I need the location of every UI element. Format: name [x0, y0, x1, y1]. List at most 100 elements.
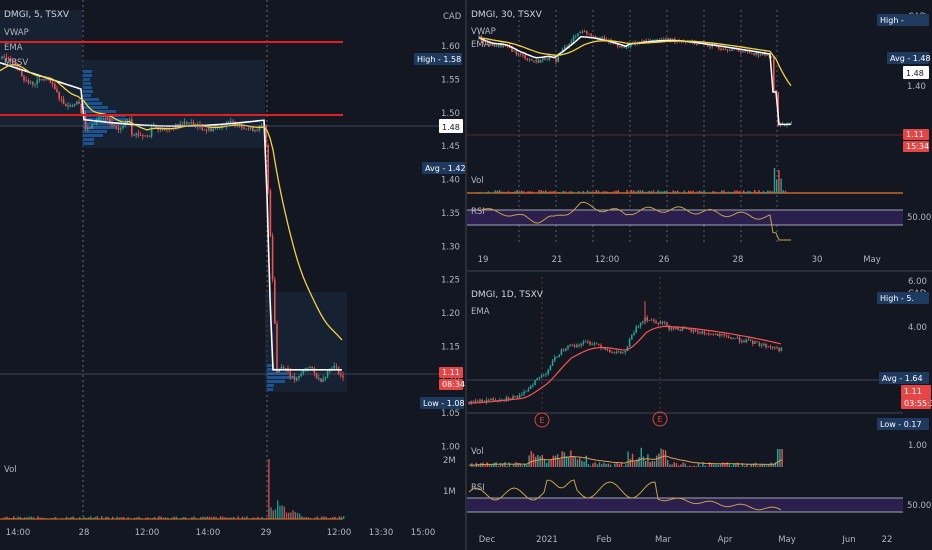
candle-body: [594, 36, 597, 38]
volume-bar: [606, 191, 608, 193]
chart-30min-svg[interactable]: DMGI, 30, TSXV VWAP EMA Vol RSI CAD 1.40…: [467, 0, 932, 270]
panel-divider[interactable]: [467, 270, 932, 272]
price-badge-bg: [439, 367, 463, 378]
candle-body: [534, 380, 536, 386]
price-axis-label: 1.00: [908, 441, 927, 451]
volume-bar: [542, 190, 545, 193]
candle-body: [36, 80, 38, 85]
candle-body: [511, 48, 513, 52]
candle-body: [601, 37, 603, 39]
candle-body: [561, 49, 564, 53]
rsi-label[interactable]: RSI: [471, 207, 485, 217]
volume-bar: [572, 456, 574, 467]
volume-bar: [605, 463, 607, 467]
volume-bar: [608, 192, 611, 193]
volume-label[interactable]: Vol: [4, 465, 17, 475]
volume-bar: [656, 455, 658, 467]
profile-bar: [83, 74, 92, 77]
candle-body: [757, 52, 760, 56]
candle-body: [621, 45, 623, 48]
volume-bar: [520, 190, 523, 193]
candle-body: [628, 339, 631, 347]
indicator-label-vwap[interactable]: VWAP: [471, 27, 496, 37]
earnings-marker[interactable]: E: [652, 411, 668, 427]
volume-bar: [107, 517, 109, 519]
candle-body: [659, 321, 662, 324]
volume-bar: [116, 516, 118, 519]
candle-body: [726, 49, 729, 51]
volume-bar: [768, 464, 770, 467]
time-axis[interactable]: 14:00 28 12:00 14:00 29 12:00 13:30 15:00: [6, 528, 436, 538]
volume-bar: [770, 462, 772, 467]
volume-bar: [762, 190, 765, 193]
price-badge: Low - 0.17: [877, 418, 929, 430]
candle-body: [320, 378, 322, 382]
volume-bar: [338, 516, 340, 519]
candle-body: [69, 105, 71, 107]
volume-bar: [279, 505, 281, 519]
candle-body: [293, 376, 296, 381]
candle-body: [532, 385, 534, 387]
candle-body: [470, 400, 472, 404]
candle-body: [520, 53, 522, 55]
chart-daily-svg[interactable]: E E DMGI, 1D, TSXV EMA Vol RSI CAD 50.00…: [467, 272, 932, 550]
volume-bar: [679, 192, 681, 193]
candle-body: [278, 369, 280, 373]
indicator-label-ema[interactable]: EMA: [471, 40, 490, 50]
candle-body: [512, 396, 514, 400]
volume-bar: [502, 463, 504, 467]
chart-panel-30min[interactable]: DMGI, 30, TSXV VWAP EMA Vol RSI CAD 1.40…: [467, 0, 932, 270]
candle-body: [188, 122, 190, 124]
volume-label[interactable]: Vol: [471, 447, 484, 457]
earnings-marker[interactable]: E: [534, 412, 550, 428]
earnings-marker-text: E: [657, 415, 662, 424]
volume-bar: [488, 464, 491, 467]
candle-body: [764, 52, 766, 56]
volume-bar: [662, 449, 664, 467]
volume-bar: [211, 517, 213, 519]
volume-bar: [296, 512, 299, 519]
candle-body: [249, 127, 252, 129]
volume-label[interactable]: Vol: [471, 176, 484, 186]
volume-bar: [738, 191, 740, 193]
chart-panel-daily[interactable]: E E DMGI, 1D, TSXV EMA Vol RSI CAD 50.00…: [467, 272, 932, 550]
volume-bar: [340, 516, 343, 519]
volume-bar: [6, 516, 8, 519]
volume-bar: [784, 190, 787, 193]
indicator-label-vwap[interactable]: VWAP: [4, 28, 29, 38]
candle-body: [600, 345, 602, 349]
volume-bar: [191, 517, 193, 519]
volume-bar: [24, 517, 26, 519]
panel-divider[interactable]: [465, 0, 467, 550]
volume-bar: [677, 190, 679, 193]
candle-body: [752, 340, 754, 344]
candle-body: [517, 53, 520, 55]
volume-bar: [735, 463, 737, 467]
price-badge-bg: [903, 66, 929, 79]
candle-body: [477, 401, 479, 403]
chart-panel-5min[interactable]: DMGI, 5, TSXV VWAP EMA MBSV Vol CAD 1.60…: [0, 0, 465, 550]
candle-body: [590, 34, 592, 36]
candle-body: [254, 129, 256, 132]
candle-body: [638, 41, 641, 43]
candle-body: [583, 31, 586, 33]
volume-bar: [626, 190, 628, 193]
indicator-label-mbsv[interactable]: MBSV: [4, 58, 28, 68]
chart-5min-svg[interactable]: DMGI, 5, TSXV VWAP EMA MBSV Vol CAD 1.60…: [0, 0, 465, 550]
price-axis[interactable]: 1.60 1.55 1.50 1.45 1.40 1.35 1.30 1.25 1.20 1.15…: [441, 42, 460, 497]
price-badge-text: Low - 1.08: [423, 399, 465, 408]
time-axis[interactable]: Dec 2021 Feb Mar Apr May Jun 22: [479, 535, 893, 545]
rsi-label[interactable]: RSI: [471, 483, 485, 493]
time-axis[interactable]: 19 21 12:00 26 28 30 May: [478, 255, 881, 265]
volume-bar: [26, 517, 28, 519]
indicator-label-ema[interactable]: EMA: [4, 43, 23, 53]
volume-bar: [516, 190, 518, 193]
candle-body: [544, 58, 546, 60]
price-badge-bg: [903, 141, 929, 152]
indicator-label-ema[interactable]: EMA: [471, 307, 490, 317]
volume-bar: [744, 465, 746, 467]
price-badge-bg: [877, 14, 929, 26]
volume-bar: [277, 500, 279, 519]
volume-bar: [569, 191, 571, 193]
volume-bar: [92, 517, 94, 519]
